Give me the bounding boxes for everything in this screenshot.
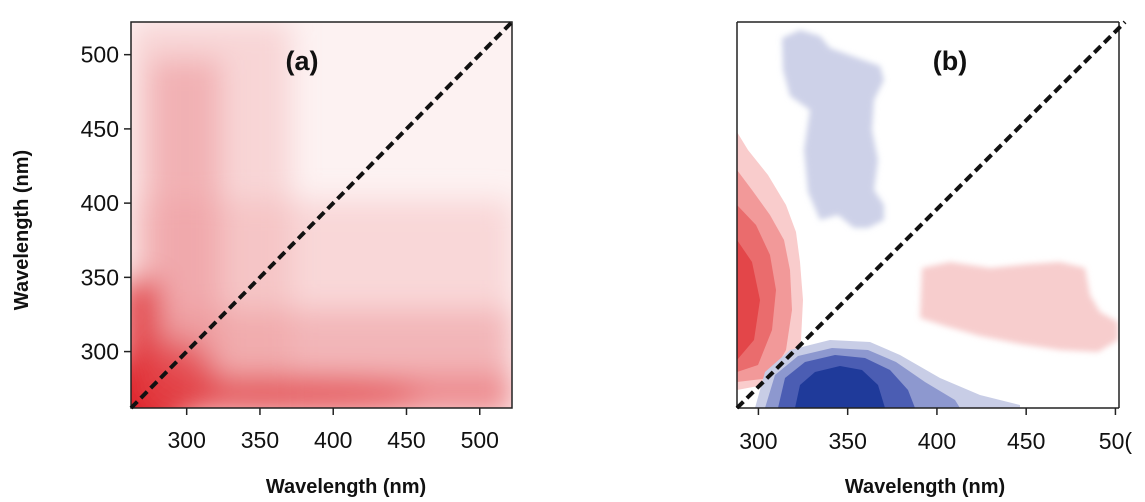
panel-b-x-tick-label: 300 xyxy=(739,428,777,454)
panel-b-x-tick-label: 50( xyxy=(1099,428,1133,454)
panel-b-x-tick-label: 450 xyxy=(1007,428,1045,454)
panel-a-y-tick-label: 350 xyxy=(81,264,119,290)
panel-a-x-tick-label: 350 xyxy=(241,427,279,453)
panel-a-x-tick-label: 450 xyxy=(387,427,425,453)
panel-a-label: (a) xyxy=(286,46,319,76)
panel-a-x-tick-label: 400 xyxy=(314,427,352,453)
panel-b-positive-region xyxy=(737,132,803,390)
panel-b-x-axis-label: Wavelength (nm) xyxy=(845,476,1005,498)
panel-a-y-axis-label: Wavelength (nm) xyxy=(11,150,33,310)
panel-a-x-tick-label: 300 xyxy=(167,427,205,453)
panel-b-negative-region xyxy=(755,340,1020,408)
panel-b-x-tick-label: 400 xyxy=(918,428,956,454)
panel-b-x-tick-label: 350 xyxy=(828,428,866,454)
panel-b-heatmap xyxy=(737,22,1119,408)
panel-b-weak-positive-region xyxy=(920,262,1118,352)
panel-a-y-tick-label: 450 xyxy=(81,116,119,142)
panel-b-weak-negative-region xyxy=(782,30,884,228)
panel-a-x-axis-label: Wavelength (nm) xyxy=(266,476,426,498)
panel-b-x-ticks: 300 350 400 450 50( xyxy=(739,408,1132,454)
panel-a-frame xyxy=(130,21,513,409)
panel-b-label: (b) xyxy=(933,46,967,76)
panel-a-y-tick-label: 300 xyxy=(81,339,119,365)
panel-b: (b) 300 350 400 450 50( Wavelength (nm) xyxy=(735,20,1132,498)
panel-a: (a) 300 350 400 450 500 300 350 400 450 500 Wave… xyxy=(11,20,514,498)
panel-a-diagonal xyxy=(129,20,514,410)
panel-b-diagonal xyxy=(735,20,1127,410)
panel-a-x-ticks: 300 350 400 450 500 xyxy=(167,408,499,453)
panel-a-y-tick-label: 500 xyxy=(81,42,119,68)
panel-a-y-tick-label: 400 xyxy=(81,190,119,216)
panel-a-x-tick-label: 500 xyxy=(461,427,499,453)
panel-a-y-ticks: 300 350 400 450 500 xyxy=(81,42,131,365)
